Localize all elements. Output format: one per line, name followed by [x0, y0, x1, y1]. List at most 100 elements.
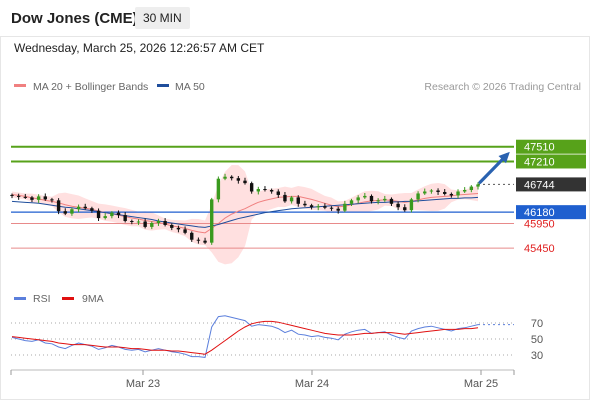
candle-body [323, 206, 327, 208]
candle-body [309, 205, 314, 208]
rsi-ma-legend-swatch [62, 297, 74, 300]
candle-body [10, 194, 14, 196]
candle-body [116, 212, 121, 216]
rsi-tick-70: 70 [531, 318, 543, 330]
candle-body [183, 229, 187, 233]
candle-body [63, 211, 67, 214]
level-label-47510: 47510 [524, 142, 555, 154]
candle-body [30, 197, 34, 200]
candle-body [143, 221, 147, 227]
datetime-label: Wednesday, March 25, 2026 12:26:57 AM CE… [14, 41, 265, 55]
candle-body [163, 221, 167, 225]
rsi-panel: 70 50 30 [11, 315, 543, 362]
level-label-45450: 45450 [524, 243, 555, 255]
candle-body [96, 210, 101, 219]
ma20-legend-label: MA 20 + Bollinger Bands [33, 81, 148, 93]
level-tag-46180 [516, 205, 586, 220]
candles [10, 173, 480, 245]
candle-body [363, 195, 367, 198]
candle-body [203, 240, 207, 243]
bollinger-bands [12, 165, 478, 265]
candle-body [216, 178, 221, 200]
candle-body [383, 198, 387, 201]
candle-body [469, 186, 474, 191]
candle-body [56, 200, 61, 212]
candle-body [176, 227, 181, 230]
candle-body [423, 191, 427, 194]
candle-body [23, 196, 28, 198]
candle-body [136, 221, 141, 223]
timeframe-badge[interactable]: 30 MIN [135, 7, 190, 29]
level-tag-47210 [516, 154, 586, 169]
candle-body [476, 184, 480, 187]
candle-body [269, 190, 274, 192]
candle-body [429, 190, 434, 192]
chart-legend: MA 20 + Bollinger Bands MA 50 Research ©… [14, 81, 581, 93]
candle-body [156, 221, 161, 223]
candle-body [343, 203, 347, 211]
rsi-line [11, 315, 479, 358]
candle-body [243, 180, 247, 184]
candle-body [356, 197, 360, 201]
candle-body [229, 176, 234, 179]
level-label-45950: 45950 [524, 218, 555, 230]
candle-body [462, 190, 467, 192]
moving-averages [11, 192, 479, 234]
rsi-ma-legend-label: 9MA [82, 293, 104, 305]
candle-body [130, 221, 134, 223]
x-tick-label: Mar 23 [126, 378, 160, 390]
rsi-legend: RSI 9MA [14, 293, 104, 305]
candle-body [403, 207, 407, 211]
candle-body [283, 194, 287, 202]
candle-body [210, 199, 214, 243]
ma50-legend-label: MA 50 [175, 81, 205, 93]
candle-body [396, 203, 400, 208]
rsi-legend-swatch [14, 297, 26, 300]
candle-body [316, 206, 320, 208]
forecast-arrow-head [498, 151, 510, 164]
rsi-tick-30: 30 [531, 350, 543, 362]
candle-body [336, 208, 340, 211]
candle-body [456, 191, 460, 196]
candle-body [190, 232, 194, 240]
chart-header: Dow Jones (CME) 30 MIN [0, 0, 590, 37]
candle-body [103, 216, 107, 219]
candle-body [256, 189, 261, 192]
candle-body [236, 178, 241, 181]
candle-body [170, 224, 174, 228]
level-label-47210: 47210 [524, 156, 555, 168]
candle-body [289, 197, 294, 202]
candle-body [329, 207, 334, 209]
candle-body [349, 200, 354, 204]
forecast-arrow [478, 151, 510, 185]
candle-body [76, 206, 81, 210]
candle-body [196, 239, 201, 241]
candle-body [443, 191, 447, 194]
candle-body [263, 189, 267, 191]
candle-body [376, 200, 380, 202]
level-lines [11, 145, 514, 249]
candle-body [123, 215, 127, 222]
candle-body [296, 197, 300, 204]
candle-body [90, 208, 94, 211]
ma50-legend-swatch [157, 84, 169, 87]
x-tick-label: Mar 25 [464, 378, 498, 390]
candle-body [36, 196, 41, 200]
candle-body [303, 203, 307, 206]
candle-body [70, 209, 74, 214]
candle-body [249, 183, 254, 192]
bollinger-band-area [12, 165, 478, 265]
level-tag-47510 [516, 139, 586, 154]
x-axis: Mar 23 Mar 24 Mar 25 [10, 370, 515, 390]
candle-body [150, 222, 154, 227]
candle-body [276, 191, 280, 195]
candle-body [16, 195, 21, 197]
candle-body [50, 199, 54, 201]
candle-body [83, 206, 87, 209]
candle-body [110, 212, 114, 217]
rsi-legend-label: RSI [33, 293, 51, 305]
candle-body [449, 193, 454, 196]
candle-body [436, 190, 440, 192]
